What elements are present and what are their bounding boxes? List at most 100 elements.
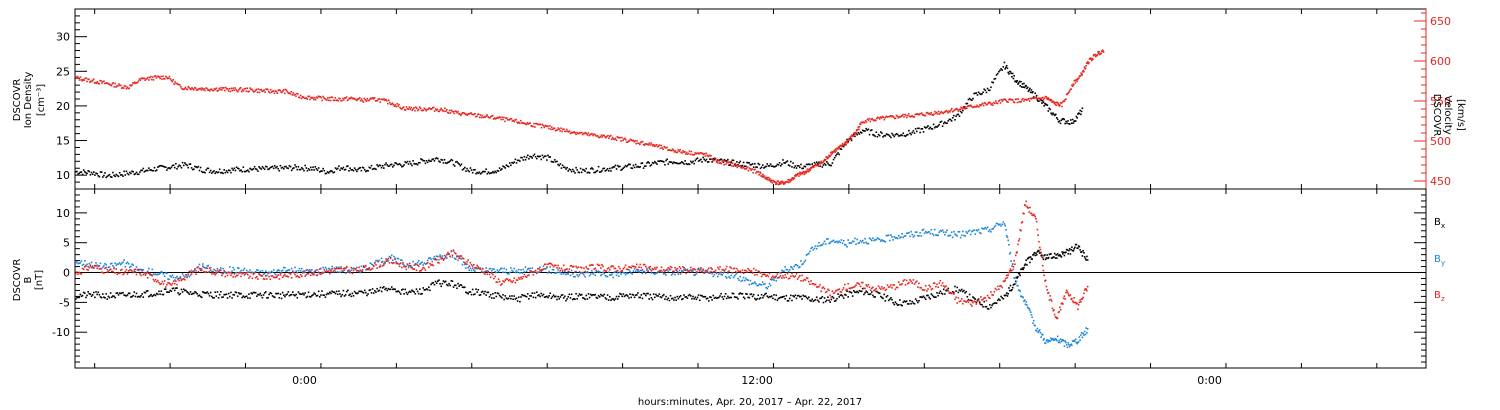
data-point <box>195 291 197 294</box>
data-point <box>966 295 969 298</box>
data-point <box>331 265 333 268</box>
data-point <box>760 174 763 177</box>
data-point <box>340 99 342 102</box>
data-point <box>778 271 781 274</box>
data-point <box>489 293 492 296</box>
data-point <box>269 292 272 294</box>
data-point <box>324 270 327 273</box>
data-point <box>957 291 960 294</box>
data-point <box>184 162 186 164</box>
data-point <box>1065 251 1067 254</box>
data-point <box>841 295 844 297</box>
data-point <box>788 297 791 300</box>
data-point <box>592 273 594 275</box>
data-point <box>217 296 220 299</box>
data-point <box>321 99 324 102</box>
data-point <box>135 82 138 84</box>
data-point <box>290 90 293 93</box>
data-point <box>755 166 757 168</box>
data-point <box>996 72 999 75</box>
data-point <box>324 172 327 175</box>
data-point <box>253 272 256 274</box>
data-point <box>727 271 729 273</box>
data-point <box>417 265 420 267</box>
data-point <box>582 271 584 274</box>
data-point <box>811 246 813 249</box>
data-point <box>737 298 739 300</box>
data-point <box>810 300 812 302</box>
data-point <box>100 271 103 274</box>
data-point <box>597 136 600 139</box>
data-point <box>387 287 390 290</box>
data-point <box>1012 268 1015 271</box>
data-point <box>856 282 858 284</box>
data-point <box>1055 104 1058 107</box>
data-point <box>593 294 595 296</box>
data-point <box>198 263 201 266</box>
data-point <box>804 295 807 297</box>
data-point <box>658 144 661 146</box>
data-point <box>423 267 426 270</box>
data-point <box>660 269 663 272</box>
data-point <box>91 294 94 296</box>
data-point <box>408 264 411 267</box>
data-point <box>181 278 184 281</box>
data-point <box>269 88 272 91</box>
data-point <box>143 291 146 294</box>
data-point <box>259 89 262 91</box>
data-point <box>447 284 449 287</box>
data-point <box>948 110 950 112</box>
data-point <box>717 159 720 162</box>
data-point <box>968 105 971 107</box>
data-point <box>131 170 133 173</box>
data-point <box>293 271 295 274</box>
data-point <box>683 294 685 296</box>
data-point <box>327 99 330 102</box>
data-point <box>935 112 937 115</box>
data-point <box>1056 257 1058 259</box>
data-point <box>78 271 80 274</box>
data-point <box>160 290 163 293</box>
data-point <box>258 294 260 296</box>
data-point <box>511 120 514 122</box>
data-point <box>886 234 889 237</box>
data-point <box>958 289 961 291</box>
data-point <box>257 278 259 280</box>
data-point <box>377 98 380 101</box>
data-point <box>959 236 962 239</box>
data-point <box>546 159 548 161</box>
data-point <box>718 162 721 164</box>
data-point <box>220 290 222 293</box>
data-point <box>155 292 158 295</box>
data-point <box>480 116 483 119</box>
data-point <box>613 138 616 141</box>
data-point <box>902 113 904 116</box>
data-point <box>576 131 578 134</box>
data-point <box>896 115 899 118</box>
data-point <box>191 292 194 295</box>
data-point <box>369 262 372 264</box>
data-point <box>392 288 394 291</box>
data-point <box>737 164 739 166</box>
data-point <box>932 234 935 237</box>
data-point <box>290 169 293 172</box>
data-point <box>557 163 559 166</box>
data-point <box>633 296 636 299</box>
data-point <box>533 153 536 156</box>
data-point <box>232 293 234 296</box>
data-point <box>836 289 838 292</box>
data-point <box>426 261 429 264</box>
data-point <box>132 271 134 274</box>
data-point <box>722 269 725 271</box>
data-point <box>850 135 852 138</box>
data-point <box>893 303 896 306</box>
data-point <box>1083 256 1086 258</box>
data-point <box>514 298 517 300</box>
data-point <box>154 75 157 77</box>
data-point <box>760 166 763 169</box>
data-point <box>157 75 160 78</box>
data-point <box>258 166 260 168</box>
data-point <box>113 85 116 88</box>
data-point <box>475 288 477 290</box>
data-point <box>298 292 301 295</box>
